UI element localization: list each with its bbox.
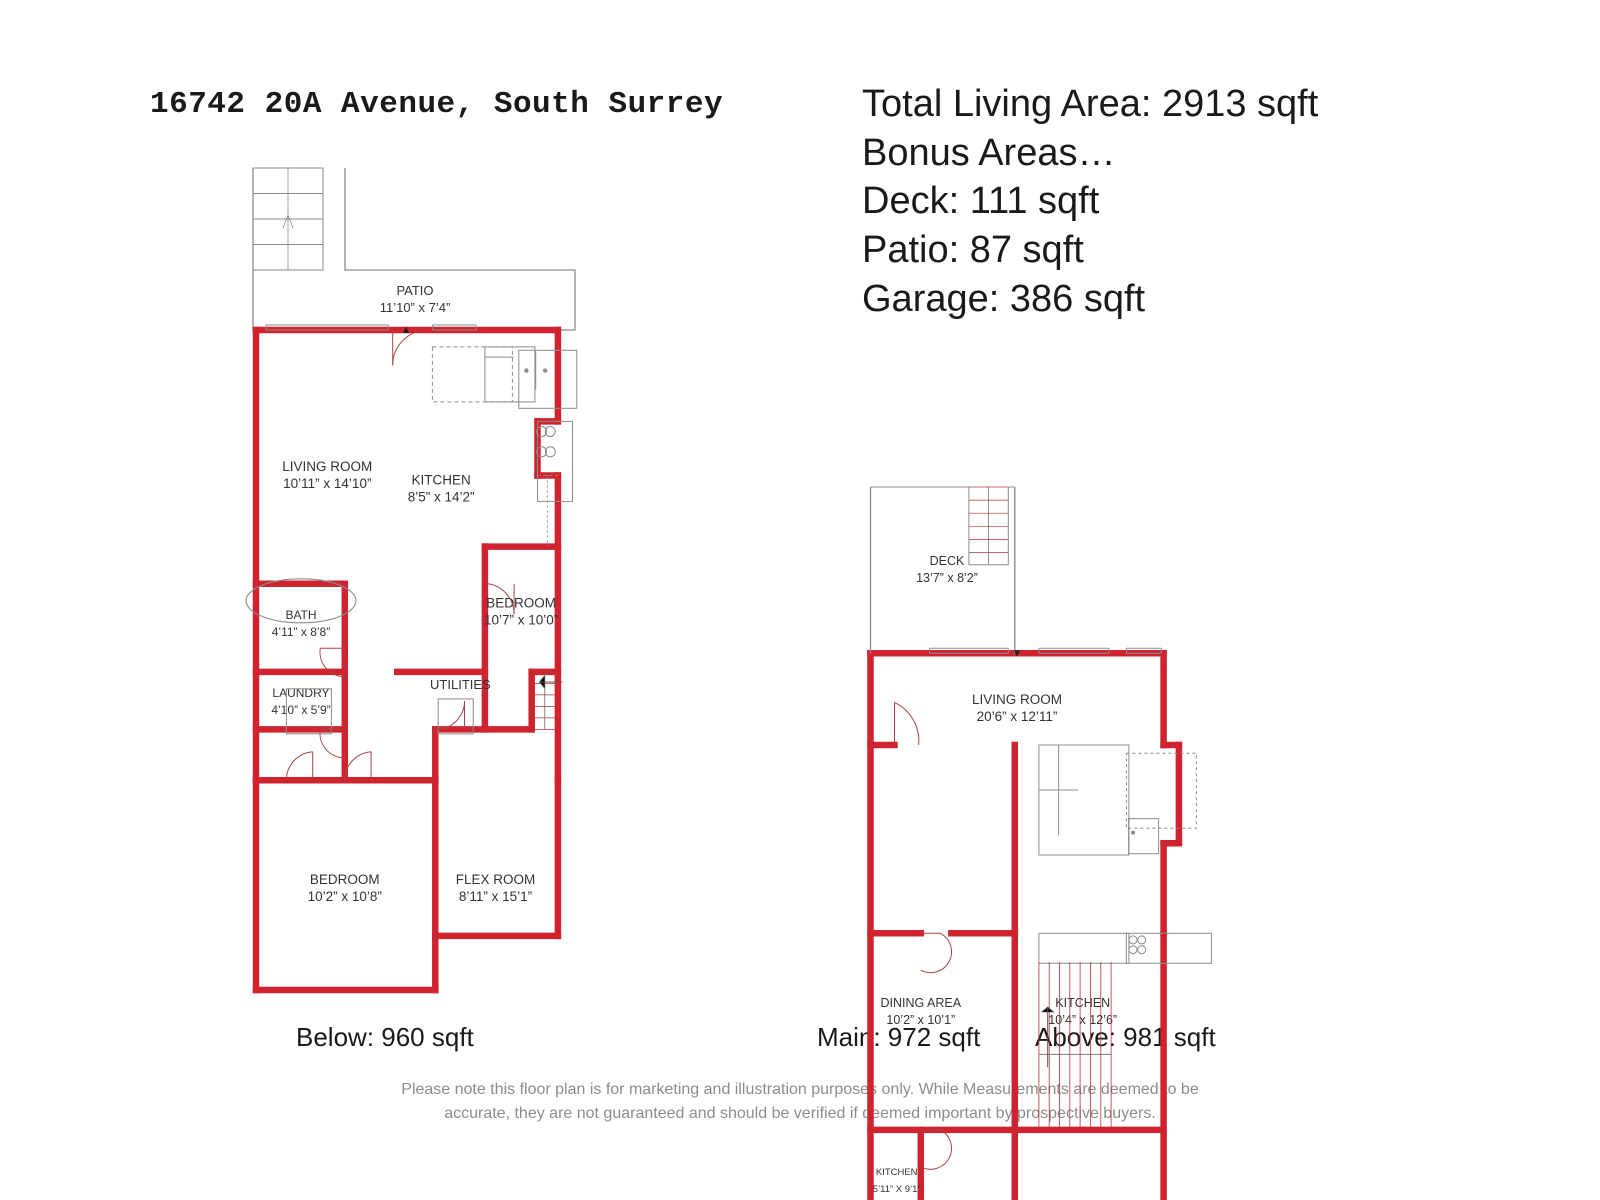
svg-text:UTILITIES: UTILITIES [430,677,491,692]
